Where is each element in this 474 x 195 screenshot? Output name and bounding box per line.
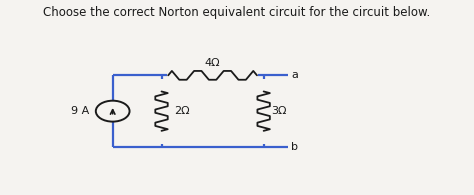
Text: 9 A: 9 A [72, 106, 90, 116]
Text: a: a [291, 70, 298, 80]
Text: 3Ω: 3Ω [272, 106, 287, 116]
Text: b: b [291, 142, 298, 152]
Text: Choose the correct Norton equivalent circuit for the circuit below.: Choose the correct Norton equivalent cir… [44, 6, 430, 19]
Text: 2Ω: 2Ω [174, 106, 190, 116]
Text: 4Ω: 4Ω [205, 58, 220, 68]
